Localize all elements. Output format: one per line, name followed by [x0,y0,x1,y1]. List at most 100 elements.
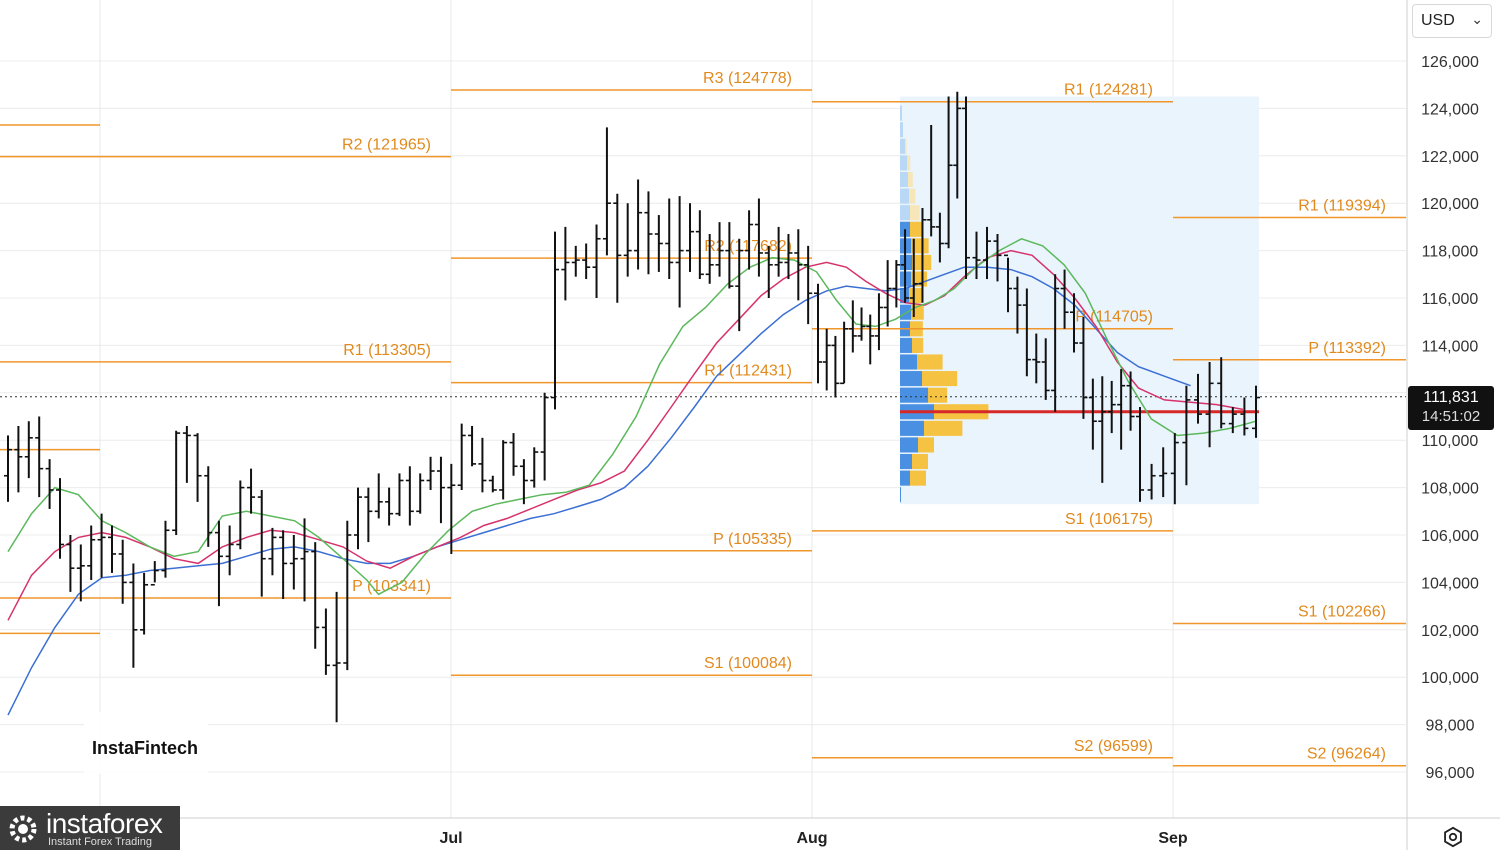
ohlc-bar [540,392,549,481]
sma-mid-line [7,249,1244,621]
volume-profile [900,96,1259,505]
profile-bar-buy [900,453,912,470]
ohlc-bar [634,179,643,270]
profile-bar-buy [900,420,924,436]
ohlc-bar [247,468,256,514]
currency-value: USD [1421,12,1455,29]
ohlc-bar [509,433,518,476]
bar-countdown: 14:51:02 [1421,408,1481,425]
ohlc-bar [1205,361,1214,448]
last-price-tag: 111,831 14:51:02 [1408,386,1494,430]
profile-bar-buy [900,387,928,403]
month-tick-label: Sep [1158,830,1188,847]
profile-bar-buy [900,354,917,370]
ohlc-bar [1159,447,1168,498]
ohlc-bar [374,473,383,519]
profile-bar-buy [900,205,910,221]
ohlc-bar [66,535,75,592]
ohlc-bar [204,466,213,547]
profile-bar-sell [912,453,928,470]
price-tick-label: 104,000 [1421,575,1479,592]
pivot-label: P (103341) [352,578,431,595]
pivot-label: P (113392) [1308,340,1386,357]
price-tick-label: 110,000 [1422,433,1479,450]
profile-area [900,96,1259,505]
ohlc-bar [289,535,298,590]
ohlc-bar [613,193,622,303]
profile-bar-buy [900,188,909,204]
profile-bar-buy [900,470,910,486]
price-tick-label: 100,000 [1421,670,1479,687]
pivot-label: S1 (106175) [1065,511,1153,528]
ohlc-bar [571,245,580,277]
ohlc-bar [953,91,962,199]
ohlc-bars [4,91,1260,723]
profile-bar-sell [924,420,963,436]
currency-select[interactable]: USD ⌄ [1412,4,1492,38]
profile-bar-sell [917,354,943,370]
profile-bar-buy [900,337,912,353]
profile-bar-buy [900,105,902,121]
ohlc-bar [1252,385,1260,438]
ohlc-bar [582,243,591,280]
profile-bar-sell [910,470,926,486]
ohlc-bar [488,475,497,493]
ohlc-bar [519,459,528,505]
price-tick-label: 122,000 [1421,149,1479,166]
ohlc-bar [364,487,373,543]
ohlc-bar [97,513,106,578]
time-axis: Jul Aug Sep [439,830,1187,847]
gear-logo-icon [9,815,37,843]
ohlc-bar [623,203,632,277]
ohlc-bar [279,530,288,599]
ohlc-bar [24,421,33,479]
profile-bar-sell [928,387,948,403]
ohlc-bar [118,539,127,604]
settings-icon[interactable] [1442,826,1464,848]
ohlc-bar [972,231,981,280]
ohlc-bar [909,238,918,317]
ohlc-bar [530,447,539,488]
instaforex-tagline: Instant Forex Trading [48,836,152,848]
instaforex-logo: instaforex Instant Forex Trading [0,806,180,850]
profile-bar-buy [900,122,903,138]
ohlc-bar [193,433,202,502]
ohlc-bar [804,245,813,325]
profile-bar-sell [907,155,911,171]
moving-averages [7,237,1257,716]
ohlc-bar [665,198,674,280]
ohlc-bar [4,435,12,502]
ohlc-bar [1147,463,1156,500]
last-price-value: 111,831 [1423,389,1479,406]
profile-bar-sell [912,337,924,353]
ohlc-bar [1170,433,1179,505]
ohlc-bar [182,425,191,483]
price-tick-label: 114,000 [1422,338,1479,355]
profile-bar-buy [900,171,908,188]
ohlc-bar [866,314,875,365]
ohlc-bar [1079,316,1088,419]
ohlc-bar [76,544,85,602]
ohlc-bar [745,210,754,270]
ohlc-bar [1088,378,1097,450]
ohlc-bar [675,196,684,308]
ohlc-bar [172,430,181,535]
ohlc-bar [1051,274,1060,412]
month-tick-label: Jul [439,830,462,847]
profile-bar-buy [900,437,918,453]
sma-slow-line [7,266,1191,716]
ohlc-bar [457,423,466,490]
ohlc-bar [56,478,64,559]
ohlc-bar [385,487,394,526]
profile-bar-sell [910,221,923,237]
profile-bar-buy [900,487,901,503]
ohlc-bar [468,425,477,467]
ohlc-bar [1136,407,1144,502]
ohlc-bar [715,222,724,277]
pivot-label: P (105335) [713,531,792,548]
ohlc-bar [140,572,149,635]
profile-bar-buy [900,138,905,154]
ohlc-bar [962,96,970,280]
profile-bar-sell [910,205,920,221]
